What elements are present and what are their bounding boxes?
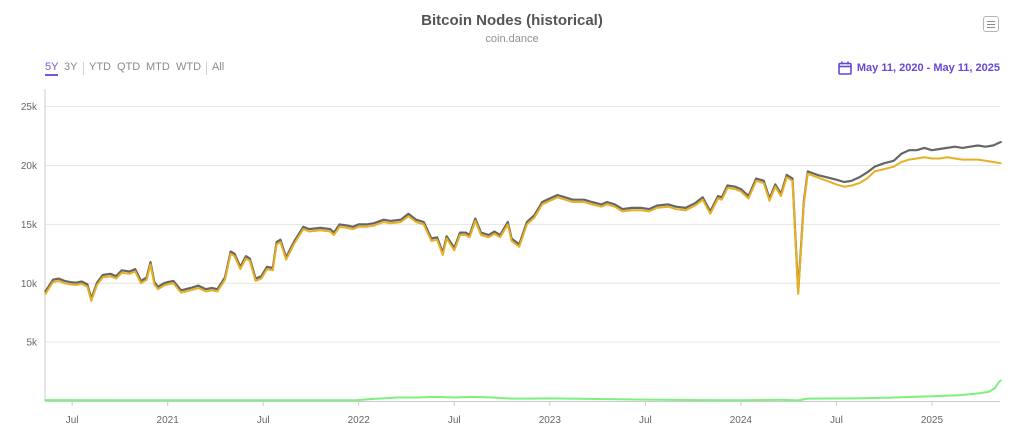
- date-range-label: May 11, 2020 - May 11, 2025: [856, 62, 1000, 74]
- series-line-nodes-other[interactable]: [44, 379, 1002, 402]
- series-line-reachable-nodes[interactable]: [44, 156, 1002, 302]
- series-layer: [44, 140, 1002, 402]
- x-tick-label: Jul: [448, 415, 461, 426]
- range-button-wtd[interactable]: WTD: [176, 61, 202, 73]
- range-button-ytd[interactable]: YTD: [89, 61, 111, 73]
- calendar-icon: [838, 61, 852, 75]
- x-tick-label: Jul: [639, 415, 652, 426]
- x-axis: Jul 2021 Jul 2022 Jul 2023 Jul 2024 Jul 2025: [45, 401, 1000, 426]
- range-divider: [206, 62, 207, 75]
- range-button-qtd[interactable]: QTD: [117, 61, 141, 73]
- x-tick-label: 2022: [348, 415, 371, 426]
- gridlines: [45, 106, 1000, 343]
- y-tick-label: 15k: [21, 220, 38, 231]
- x-tick-label: 2024: [730, 415, 753, 426]
- chart-title: Bitcoin Nodes (historical): [421, 12, 603, 29]
- y-tick-label: 25k: [21, 102, 38, 113]
- range-button-5y[interactable]: 5Y: [45, 61, 59, 76]
- range-divider: [83, 62, 84, 75]
- x-tick-label: 2025: [921, 415, 944, 426]
- x-tick-label: 2023: [539, 415, 562, 426]
- x-tick-label: Jul: [830, 415, 843, 426]
- range-button-3y[interactable]: 3Y: [64, 61, 78, 73]
- x-tick-label: Jul: [66, 415, 79, 426]
- range-button-mtd[interactable]: MTD: [146, 61, 170, 73]
- y-tick-label: 5k: [26, 338, 38, 349]
- range-button-all[interactable]: All: [212, 61, 225, 73]
- y-axis: 5k 10k 15k 20k 25k: [21, 89, 46, 401]
- hamburger-menu-icon[interactable]: [983, 16, 999, 32]
- date-range-picker[interactable]: May 11, 2020 - May 11, 2025: [838, 61, 1000, 75]
- chart-subtitle: coin.dance: [485, 33, 539, 45]
- x-tick-label: 2021: [157, 415, 180, 426]
- x-tick-label: Jul: [257, 415, 270, 426]
- y-tick-label: 10k: [21, 279, 38, 290]
- y-tick-label: 20k: [21, 161, 38, 172]
